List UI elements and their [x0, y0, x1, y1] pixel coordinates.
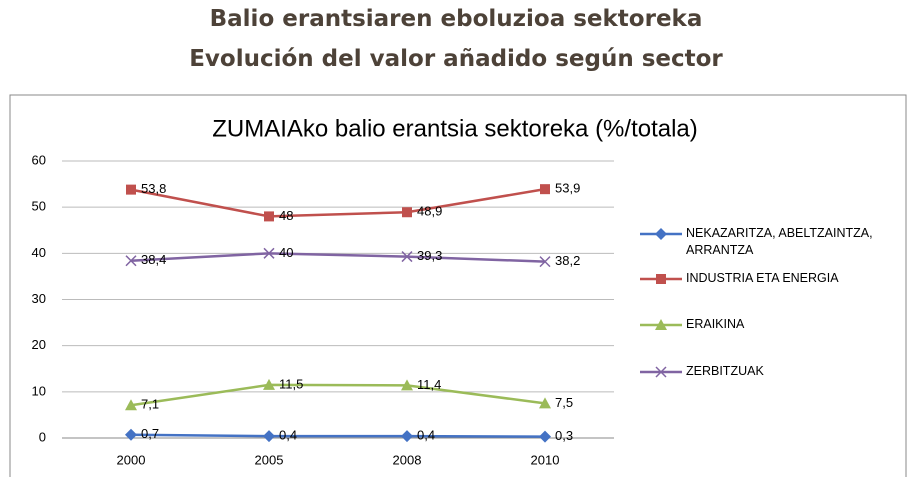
point	[263, 247, 275, 259]
legend-label: ERAIKINA	[686, 317, 745, 331]
x-tick-label: 2000	[117, 452, 146, 467]
y-tick-label: 20	[32, 337, 46, 352]
series-line	[130, 252, 546, 263]
data-label: 7,5	[555, 395, 573, 410]
y-tick-label: 30	[32, 291, 46, 306]
point	[125, 255, 137, 267]
point	[539, 430, 551, 443]
point	[401, 379, 413, 391]
data-label: 40	[279, 245, 293, 260]
point	[263, 430, 275, 443]
data-label: 0,4	[279, 428, 297, 443]
data-label: 0,4	[417, 428, 435, 443]
x-tick-label: 2010	[531, 452, 560, 467]
point	[540, 184, 550, 195]
y-tick-label: 50	[32, 199, 46, 214]
data-label: 0,7	[141, 426, 159, 441]
point	[401, 251, 413, 263]
data-label: 39,3	[417, 248, 442, 263]
data-label: 11,4	[417, 377, 441, 392]
data-label: 11,5	[279, 376, 303, 391]
legend-marker	[655, 228, 667, 240]
point	[125, 399, 137, 411]
data-label: 38,2	[555, 253, 580, 268]
y-tick-label: 10	[32, 383, 46, 398]
point	[539, 397, 551, 409]
legend-label: NEKAZARITZA, ABELTZAINTZA, ARRANTZA	[686, 226, 873, 257]
y-tick-label: 40	[32, 245, 46, 260]
data-label: 48,9	[417, 204, 442, 219]
point	[126, 184, 136, 195]
series-line	[130, 433, 546, 438]
point	[125, 428, 137, 441]
data-label: 7,1	[141, 397, 159, 412]
chart-title: ZUMAIAko balio erantsia sektoreka (%/tot…	[212, 115, 698, 142]
header-line: Evolución del valor añadido según sector	[189, 46, 723, 72]
series-line	[130, 187, 546, 218]
point	[401, 430, 413, 443]
data-label: 48	[279, 208, 293, 223]
legend-label: INDUSTRIA ETA ENERGIA	[686, 271, 839, 285]
x-tick-label: 2005	[255, 452, 284, 467]
chart-frame	[9, 94, 907, 477]
x-tick-label: 2008	[393, 452, 422, 467]
point	[402, 207, 412, 218]
data-label: 53,8	[141, 181, 166, 196]
legend-marker	[655, 366, 667, 378]
data-label: 0,3	[555, 428, 573, 443]
data-label: 53,9	[555, 181, 580, 196]
point	[539, 256, 551, 268]
y-tick-label: 0	[39, 429, 46, 444]
y-tick-label: 60	[32, 152, 46, 167]
data-label: 38,4	[141, 252, 166, 267]
legend-marker	[656, 274, 666, 284]
legend-label: ZERBITZUAK	[686, 364, 764, 378]
legend-marker	[655, 319, 667, 330]
header-line: Balio erantsiaren eboluzioa sektoreka	[209, 6, 703, 32]
series-line	[130, 383, 546, 407]
point	[263, 378, 275, 390]
point	[264, 211, 274, 222]
